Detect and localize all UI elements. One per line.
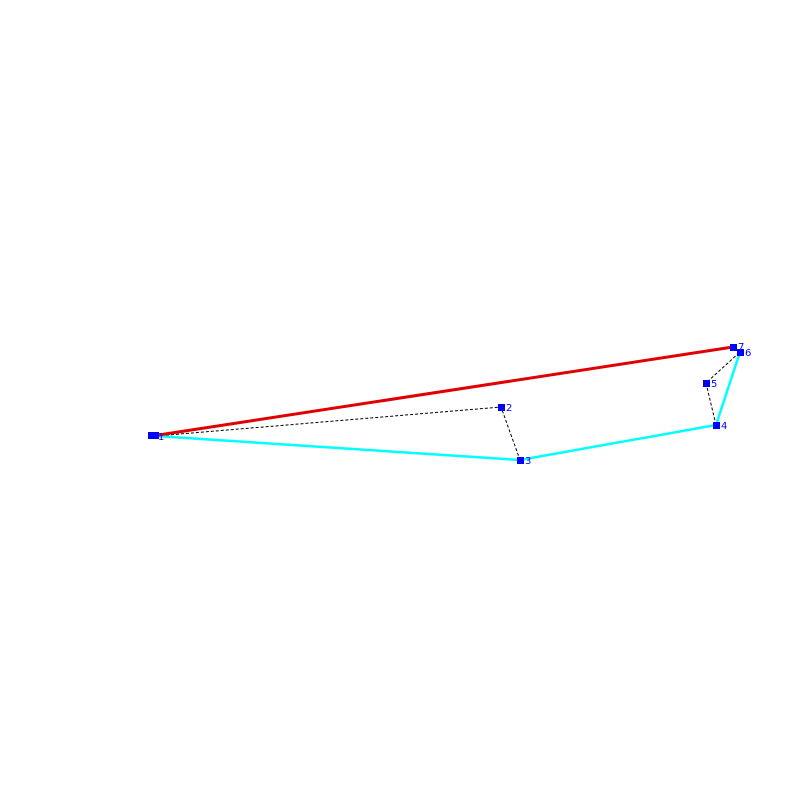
node <box>737 349 744 356</box>
nodes <box>148 344 744 464</box>
node-labels: 1 2 3 4 5 6 7 <box>158 342 751 467</box>
node-label: 3 <box>525 456 531 467</box>
node <box>148 432 155 439</box>
node <box>730 344 737 351</box>
node <box>713 422 720 429</box>
dashed-path <box>155 351 741 461</box>
node <box>703 380 710 387</box>
node-label: 1 <box>158 432 164 443</box>
node <box>152 432 159 439</box>
node <box>498 404 505 411</box>
node-label: 7 <box>738 342 744 353</box>
node-label: 5 <box>711 379 717 390</box>
dashed-edge <box>155 406 717 461</box>
node-label: 4 <box>721 421 727 432</box>
node <box>517 457 524 464</box>
red-edge <box>151 345 734 438</box>
node-label: 6 <box>745 348 751 359</box>
cyan-path <box>155 351 742 462</box>
node-label: 2 <box>506 403 512 414</box>
